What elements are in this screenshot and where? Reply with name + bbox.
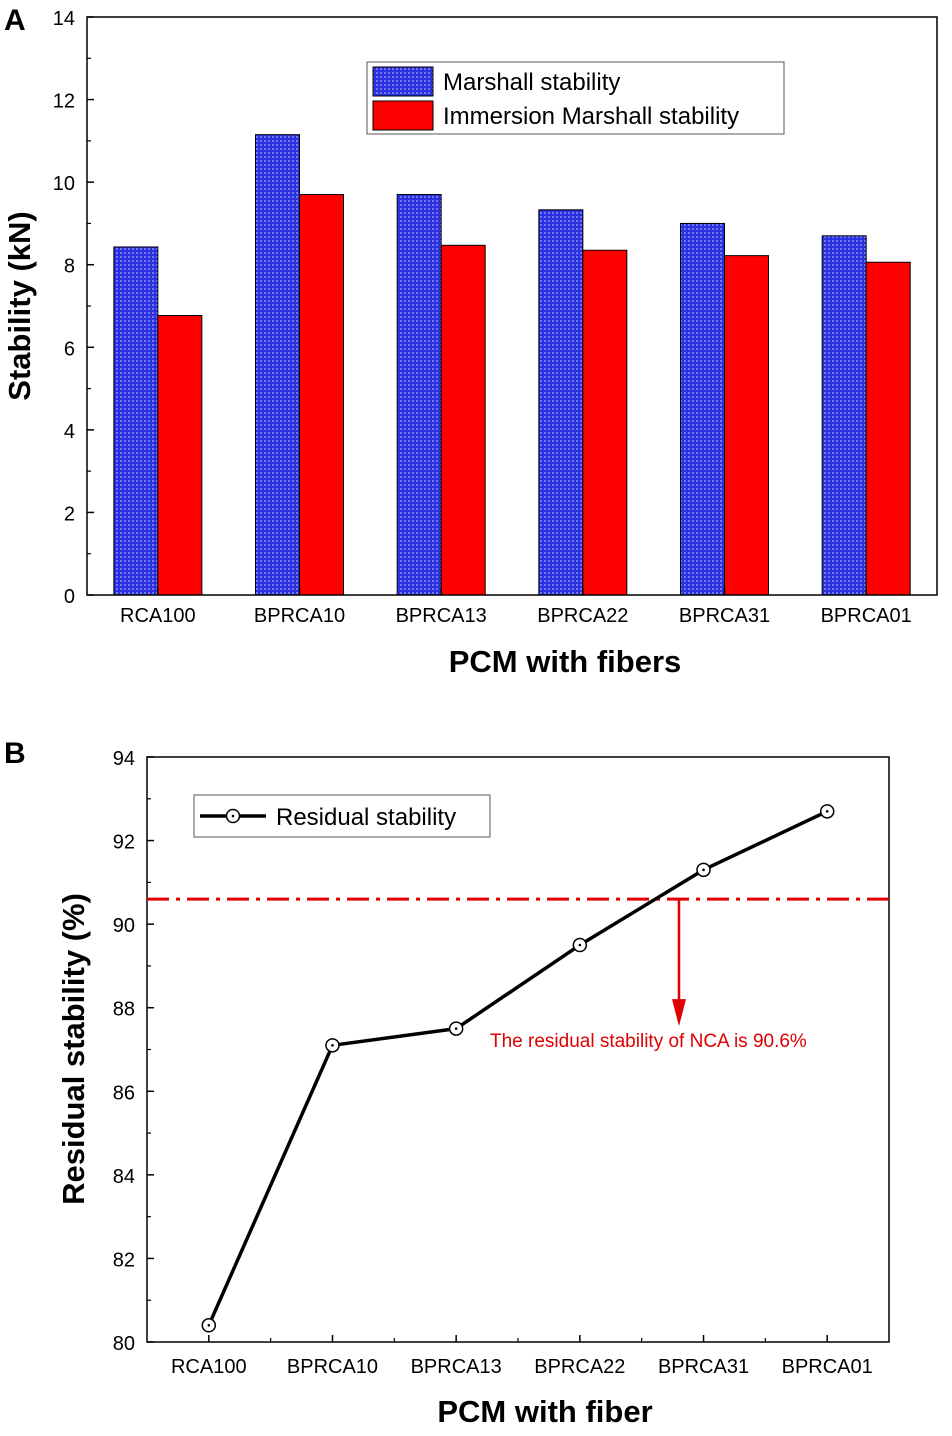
reference-arrow-head <box>672 999 686 1027</box>
panel-b-x-tick-label: RCA100 <box>171 1356 247 1378</box>
panel-a-bars <box>113 134 911 596</box>
bar-immersion-rca100 <box>157 314 203 596</box>
panel-b-x-tick-label: BPRCA31 <box>658 1356 749 1378</box>
bar-immersion-bprca13 <box>440 244 486 596</box>
bar-marshall-bprca01 <box>821 235 867 596</box>
point-dot-bprca10 <box>331 1044 334 1047</box>
panel-a-x-tick-label: BPRCA31 <box>679 605 770 627</box>
bar-marshall-bprca31 <box>680 222 725 596</box>
panel-b-legend: Residual stability <box>193 794 491 838</box>
panel-b-reference <box>147 897 889 1027</box>
panel-b-x-tick-label: BPRCA13 <box>411 1356 502 1378</box>
legend-swatch-marshall <box>372 66 434 97</box>
legend-label-residual: Residual stability <box>276 804 456 831</box>
legend-marker-dot <box>231 814 235 818</box>
panel-a-x-tick-label: BPRCA13 <box>396 605 487 627</box>
panel-a-x-tick-label: RCA100 <box>120 605 196 627</box>
point-dot-bprca31 <box>702 868 705 872</box>
panel-b-annotation: The residual stability of NCA is 90.6% <box>490 1031 807 1052</box>
panel-a-y-tick-label: 12 <box>53 91 75 113</box>
bar-marshall-bprca22 <box>538 209 584 596</box>
panel-b: B 80 82 84 86 88 90 92 94 RCA100 BPRCA10 BPRCA13 B… <box>4 737 890 1429</box>
panel-a-x-tick-label: BPRCA01 <box>821 605 912 627</box>
bar-immersion-bprca22 <box>582 249 628 596</box>
legend-label-immersion: Immersion Marshall stability <box>443 103 739 130</box>
point-dot-bprca13 <box>454 1027 458 1030</box>
panel-a-legend: Marshall stability Immersion Marshall st… <box>366 61 785 135</box>
panel-a-y-tick-label: 10 <box>53 173 75 195</box>
panel-b-y-tick-label: 90 <box>113 915 135 937</box>
panel-a-x-tick-label: BPRCA22 <box>537 605 628 627</box>
point-dot-bprca22 <box>578 943 582 947</box>
panel-a-x-ticks: RCA100 BPRCA10 BPRCA13 BPRCA22 BPRCA31 BPRCA0… <box>120 588 912 627</box>
panel-b-letter: B <box>4 737 26 770</box>
panel-b-y-axis-title: Residual stability (%) <box>56 893 91 1205</box>
panel-a-y-tick-label: 4 <box>64 421 75 443</box>
point-dot-rca100 <box>207 1323 211 1327</box>
point-dot-bprca01 <box>825 810 829 813</box>
panel-b-x-tick-label: BPRCA22 <box>534 1356 625 1378</box>
panel-b-y-tick-label: 94 <box>113 748 135 770</box>
panel-a-letter: A <box>4 4 26 37</box>
panel-a-x-axis-title: PCM with fibers <box>449 644 682 679</box>
panel-a-x-tick-label: BPRCA10 <box>254 605 345 627</box>
panel-b-y-tick-label: 84 <box>113 1166 135 1188</box>
panel-a-y-tick-label: 2 <box>64 503 75 525</box>
panel-b-x-tick-label: BPRCA01 <box>782 1356 873 1378</box>
panel-b-y-tick-label: 80 <box>113 1333 135 1355</box>
panel-b-series <box>201 804 835 1333</box>
panel-b-x-tick-label: BPRCA10 <box>287 1356 378 1378</box>
panel-b-x-axis-title: PCM with fiber <box>437 1394 652 1429</box>
panel-b-y-tick-label: 86 <box>113 1082 135 1104</box>
bar-marshall-rca100 <box>113 246 159 596</box>
panel-a-y-tick-label: 8 <box>64 256 75 278</box>
panel-a: A 0 2 4 6 8 10 12 14 RCA100 BPRCA10 BPRCA13 BPRCA2… <box>2 4 938 679</box>
panel-b-y-tick-label: 88 <box>113 999 135 1021</box>
panel-a-y-ticks: 0 2 4 6 8 10 12 14 <box>53 8 94 608</box>
bar-immersion-bprca10 <box>299 194 344 596</box>
panel-a-y-axis-title: Stability (kN) <box>2 211 37 400</box>
panel-a-y-tick-label: 6 <box>64 338 75 360</box>
bar-marshall-bprca10 <box>255 134 300 596</box>
panel-b-x-ticks: RCA100 BPRCA10 BPRCA13 BPRCA22 BPRCA31 BPRCA0… <box>171 1335 873 1378</box>
bar-immersion-bprca31 <box>724 255 769 596</box>
panel-b-y-tick-label: 92 <box>113 832 135 854</box>
panel-a-legend-box <box>366 61 785 135</box>
panel-a-y-tick-label: 14 <box>53 8 75 30</box>
panel-a-y-tick-label: 0 <box>64 586 75 608</box>
panel-b-y-ticks: 80 82 84 86 88 90 92 94 <box>113 748 154 1355</box>
legend-label-marshall: Marshall stability <box>443 69 620 96</box>
residual-stability-line <box>207 809 828 1326</box>
legend-swatch-immersion <box>372 100 434 131</box>
bar-marshall-bprca13 <box>396 194 442 596</box>
bar-immersion-bprca01 <box>865 261 911 596</box>
panel-b-y-tick-label: 82 <box>113 1249 135 1271</box>
